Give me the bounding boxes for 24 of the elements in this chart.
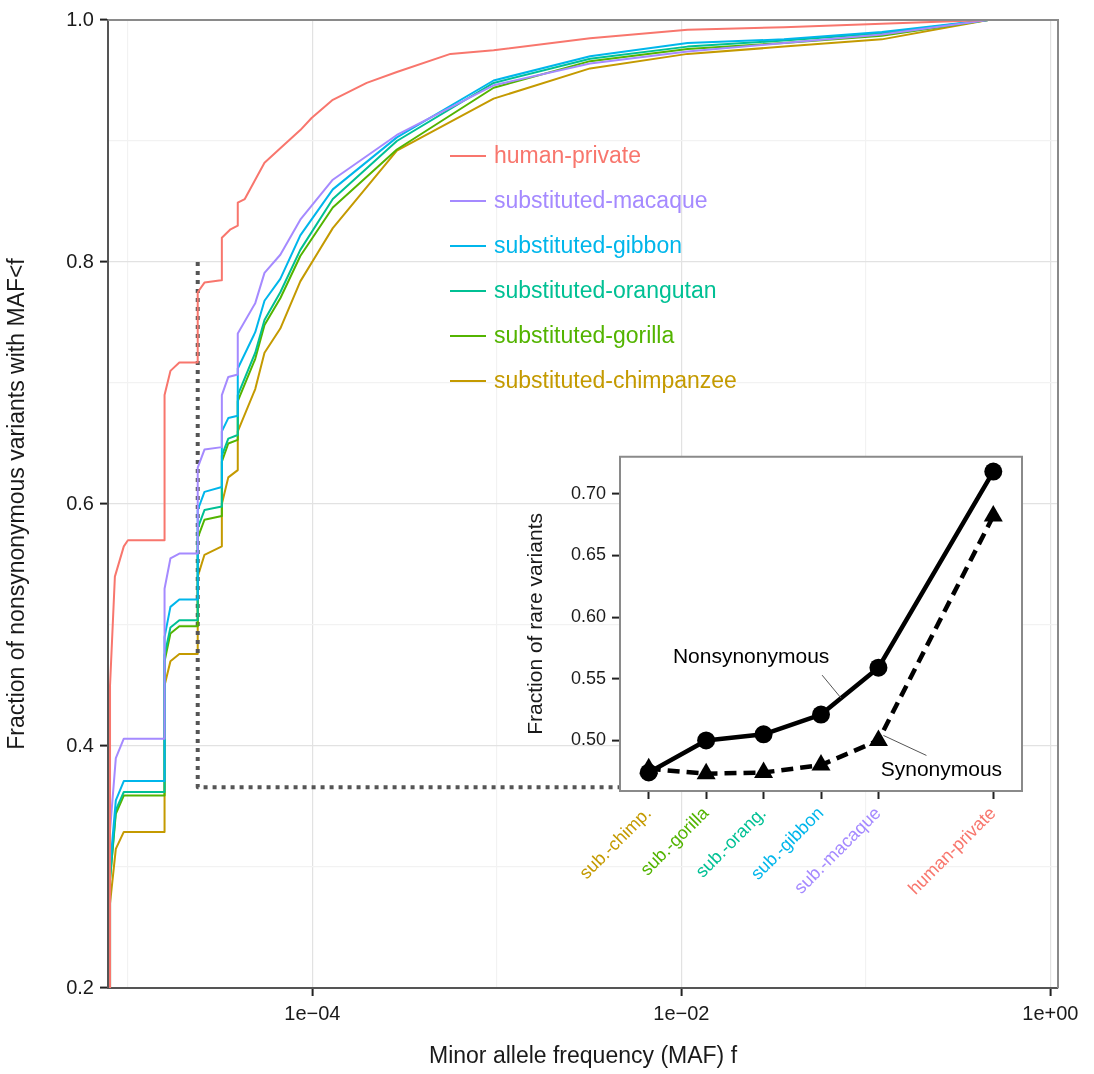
series-label: Synonymous <box>880 757 1003 781</box>
y-axis-title: Fraction of rare variants <box>523 513 547 735</box>
y-tick-label: 0.6 <box>66 491 94 514</box>
y-tick-label: 1.0 <box>66 7 94 30</box>
legend-label: substituted-orangutan <box>494 277 717 304</box>
y-tick-label: 0.65 <box>570 544 606 565</box>
y-tick-label: 0.2 <box>66 975 94 998</box>
y-axis-title: Fraction of nonsynonymous variants with MAF<f <box>3 257 30 750</box>
y-tick-label: 0.4 <box>66 733 94 756</box>
series-label: Nonsynonymous <box>672 643 830 667</box>
legend-label: human-private <box>494 142 642 169</box>
x-tick-label: 1e+00 <box>1022 1001 1079 1024</box>
y-tick-label: 0.8 <box>66 249 94 272</box>
x-axis-title: Minor allele frequency (MAF) f <box>428 1041 738 1068</box>
x-tick-label: 1e−02 <box>653 1001 710 1024</box>
y-tick-label: 0.55 <box>570 667 606 688</box>
y-tick-label: 0.70 <box>570 482 606 503</box>
legend-label: substituted-macaque <box>494 187 708 214</box>
legend-label: substituted-gorilla <box>494 322 675 349</box>
y-tick-label: 0.50 <box>570 729 606 750</box>
legend-label: substituted-gibbon <box>494 232 682 259</box>
legend-label: substituted-chimpanzee <box>494 367 737 394</box>
y-tick-label: 0.60 <box>570 606 606 627</box>
x-tick-label: 1e−04 <box>284 1001 341 1024</box>
